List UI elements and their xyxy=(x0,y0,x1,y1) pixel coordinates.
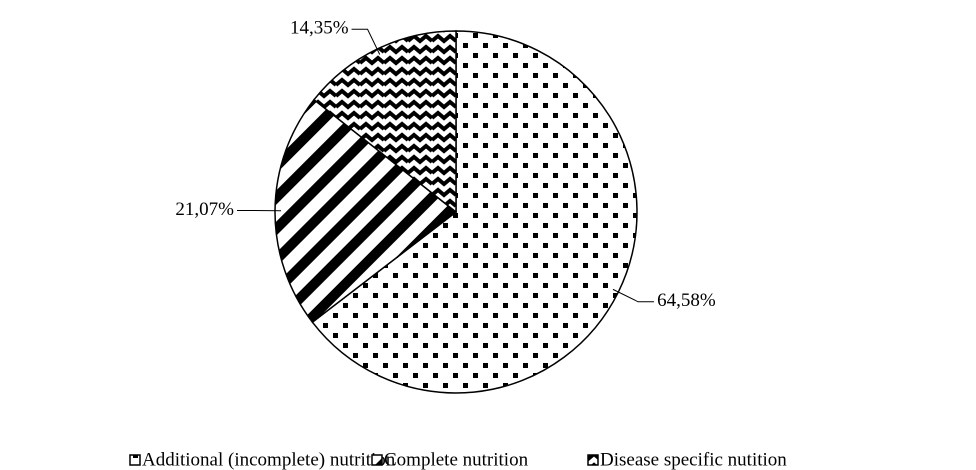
legend-swatch xyxy=(587,454,599,466)
legend-label: Complete nutrition xyxy=(384,449,529,470)
pie: 64,58% 21,07% 14,35% xyxy=(175,18,716,394)
leader-line xyxy=(351,28,381,55)
legend-swatch xyxy=(129,454,141,466)
data-label: 64,58% xyxy=(657,290,716,311)
legend-label: Disease specific nutition xyxy=(600,449,787,470)
legend-label: Additional (incomplete) nutrition xyxy=(142,449,396,470)
legend: Additional (incomplete) nutritionComplet… xyxy=(129,449,787,470)
leader-line xyxy=(612,288,655,303)
legend-swatch xyxy=(371,454,383,466)
data-label: 21,07% xyxy=(175,199,234,220)
data-label: 14,35% xyxy=(290,18,349,39)
